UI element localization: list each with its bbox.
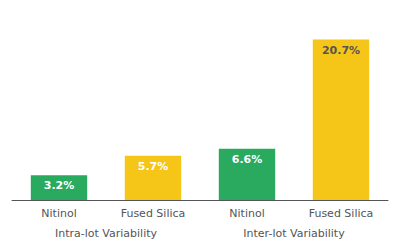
svg-text:Fused Silica: Fused Silica <box>121 207 186 220</box>
svg-text:Fused Silica: Fused Silica <box>309 207 374 220</box>
svg-text:6.6%: 6.6% <box>232 153 263 166</box>
svg-text:Nitinol: Nitinol <box>229 207 264 220</box>
svg-text:20.7%: 20.7% <box>322 44 360 57</box>
svg-text:3.2%: 3.2% <box>44 179 75 192</box>
svg-text:Intra-lot Variability: Intra-lot Variability <box>55 227 158 240</box>
svg-text:Inter-lot Variability: Inter-lot Variability <box>243 227 345 240</box>
svg-text:Nitinol: Nitinol <box>41 207 76 220</box>
svg-text:5.7%: 5.7% <box>138 160 169 173</box>
